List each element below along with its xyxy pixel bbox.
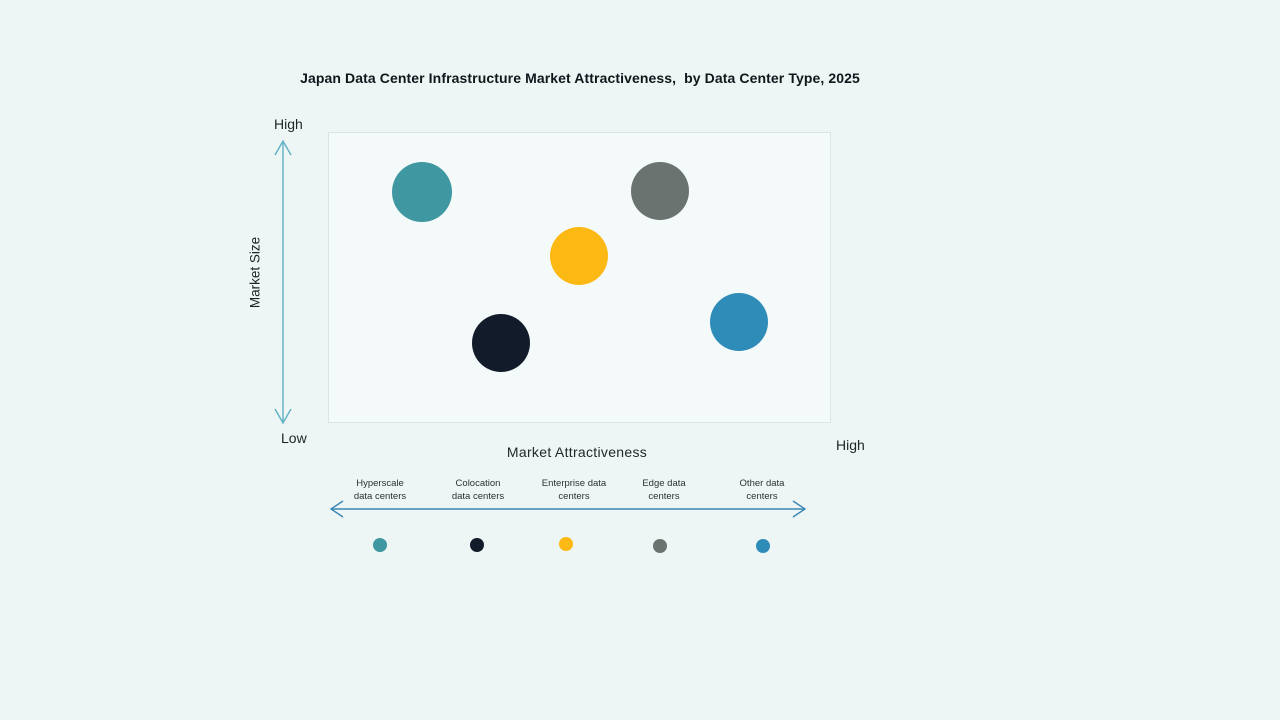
category-label-hyperscale: Hyperscale data centers	[353, 478, 407, 502]
bubble-hyperscale-data-centers	[392, 162, 452, 222]
chart-title: Japan Data Center Infrastructure Market …	[300, 70, 860, 86]
category-label-enterprise: Enterprise data centers	[541, 478, 607, 502]
y-axis-low-label: Low	[281, 430, 307, 446]
category-label-edge: Edge data centers	[642, 478, 686, 502]
bubble-other-data-centers	[710, 293, 768, 351]
legend-dot-edge	[653, 539, 667, 553]
x-axis-category-arrow	[329, 500, 807, 518]
bubble-colocation-data-centers	[472, 314, 530, 372]
bubble-enterprise-data-centers	[550, 227, 608, 285]
y-axis-title: Market Size	[247, 236, 263, 309]
bubble-edge-data-centers	[631, 162, 689, 220]
legend-dot-hyperscale	[373, 538, 387, 552]
x-axis-title: Market Attractiveness	[506, 444, 648, 460]
legend-dot-enterprise	[559, 537, 573, 551]
legend-dot-colocation	[470, 538, 484, 552]
legend-dot-other	[756, 539, 770, 553]
category-label-colocation: Colocation data centers	[451, 478, 505, 502]
y-axis-arrow	[274, 139, 292, 425]
y-axis-high-label: High	[274, 116, 303, 132]
x-axis-high-label: High	[836, 437, 865, 453]
plot-area	[328, 132, 831, 423]
category-label-other: Other data centers	[739, 478, 785, 502]
